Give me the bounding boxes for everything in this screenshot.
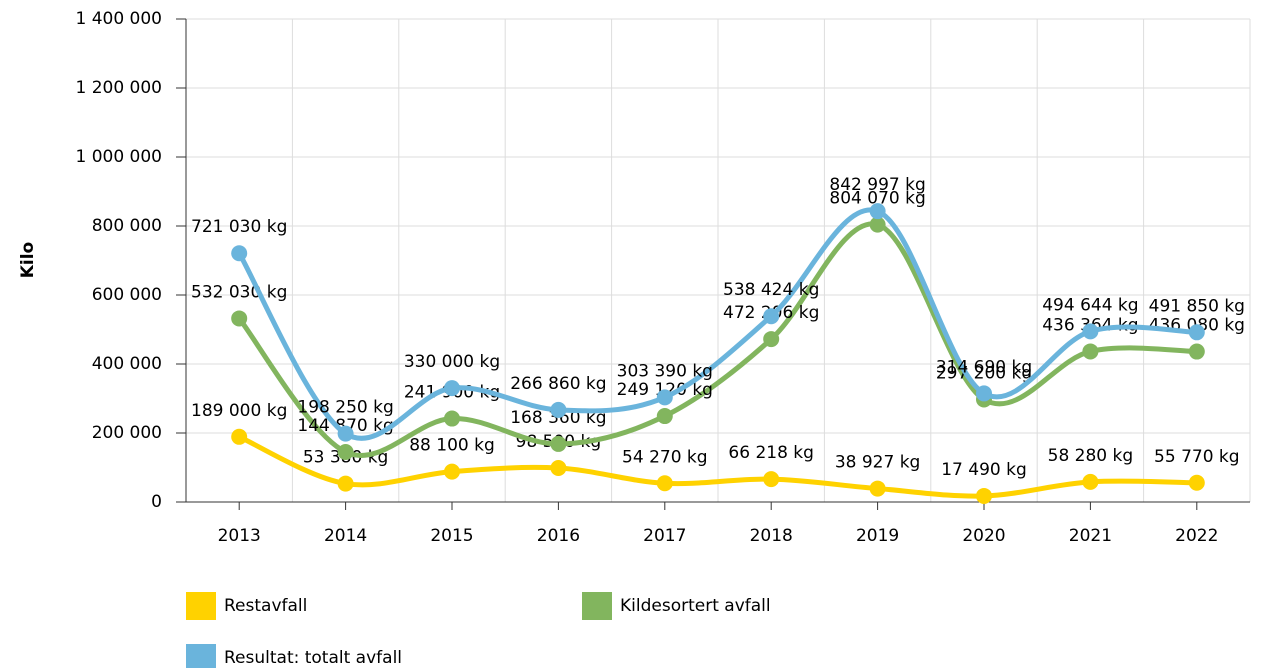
data-point [337, 444, 354, 461]
x-tick-label: 2018 [750, 526, 793, 546]
data-label: 66 218 kg [728, 443, 814, 463]
x-tick-label: 2020 [962, 526, 1005, 546]
data-point [656, 475, 673, 492]
data-label: 804 070 kg [829, 189, 925, 209]
y-tick-label: 1 400 000 [75, 9, 162, 29]
data-point [231, 310, 248, 327]
data-point [1188, 324, 1205, 341]
data-point [763, 308, 780, 325]
x-tick-label: 2019 [856, 526, 899, 546]
legend-swatch [186, 644, 216, 668]
y-tick-label: 0 [151, 492, 162, 512]
y-axis-label: Kilo [18, 242, 38, 279]
data-point [444, 380, 460, 397]
data-label: 314 690 kg [936, 357, 1032, 377]
data-label: 842 997 kg [829, 175, 925, 195]
data-label: 721 030 kg [191, 217, 287, 237]
y-tick-label: 200 000 [92, 423, 162, 443]
data-point [869, 203, 886, 220]
data-point [337, 425, 354, 442]
data-label: 266 860 kg [510, 374, 606, 394]
data-label: 58 280 kg [1048, 446, 1134, 466]
data-label: 88 100 kg [409, 436, 495, 456]
data-point [1082, 323, 1099, 340]
data-point [1188, 474, 1205, 491]
data-point [444, 410, 460, 427]
y-tick-label: 1 200 000 [75, 78, 162, 98]
legend-label: Kildesortert avfall [620, 596, 771, 616]
data-point [869, 480, 886, 497]
data-point [550, 460, 567, 477]
data-label: 303 390 kg [617, 361, 713, 381]
x-tick-label: 2015 [430, 526, 473, 546]
data-point [869, 216, 886, 233]
data-point [1082, 343, 1099, 360]
data-point [763, 471, 780, 488]
y-tick-label: 400 000 [92, 354, 162, 374]
data-label: 532 030 kg [191, 282, 287, 302]
data-point [763, 331, 780, 348]
data-label: 198 250 kg [297, 398, 393, 418]
data-point [337, 475, 354, 492]
data-point [656, 408, 673, 425]
x-tick-label: 2014 [324, 526, 367, 546]
data-point [231, 428, 248, 445]
legend-label: Resultat: totalt avfall [224, 648, 402, 668]
series-line [238, 434, 1197, 499]
y-tick-label: 800 000 [92, 216, 162, 236]
data-point [550, 401, 567, 418]
data-point [550, 435, 567, 452]
y-tick-label: 600 000 [92, 285, 162, 305]
series-line [237, 207, 1197, 441]
data-label: 494 644 kg [1042, 295, 1138, 315]
x-tick-label: 2013 [218, 526, 261, 546]
x-tick-label: 2017 [643, 526, 686, 546]
data-label: 189 000 kg [191, 401, 287, 421]
data-point [1082, 473, 1099, 490]
data-point [976, 385, 992, 402]
data-point [976, 487, 992, 504]
legend-label: Restavfall [224, 596, 307, 616]
data-label: 330 000 kg [404, 352, 500, 372]
data-label: 538 424 kg [723, 280, 819, 300]
x-tick-label: 2022 [1175, 526, 1218, 546]
legend-swatch [582, 592, 612, 620]
x-tick-label: 2021 [1069, 526, 1112, 546]
data-label: 54 270 kg [622, 447, 708, 467]
legend-swatch [186, 592, 216, 620]
x-tick-label: 2016 [537, 526, 580, 546]
series-line [237, 221, 1197, 458]
data-point [656, 389, 673, 406]
y-tick-label: 1 000 000 [75, 147, 162, 167]
data-label: 38 927 kg [835, 453, 921, 473]
data-point [231, 245, 248, 262]
data-point [444, 463, 460, 480]
data-label: 491 850 kg [1149, 296, 1245, 316]
data-label: 297 200 kg [936, 363, 1032, 383]
data-point [1188, 343, 1205, 360]
data-label: 55 770 kg [1154, 447, 1240, 467]
data-label: 17 490 kg [941, 460, 1027, 480]
